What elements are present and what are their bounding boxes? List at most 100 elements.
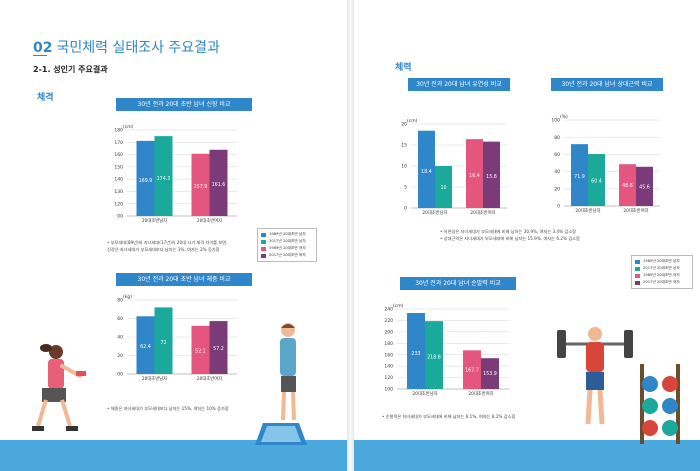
legend-label: 1989년 20대초반 남자 — [643, 259, 680, 263]
chart-relative-strength: (%) 0 20 40 60 80 100 71.9 60.4 20대초반남자 48.6 45.6 20… — [551, 114, 660, 214]
bar-height-1-1 — [209, 149, 228, 216]
y-tick-label: 240 — [384, 307, 393, 313]
legend-swatch — [261, 232, 266, 237]
chart-height: (cm) 00 120 130 140 150 160 170 180 169.9 174.3 20대… — [114, 124, 237, 224]
legend-label: 1989년 20대초반 남자 — [269, 232, 306, 236]
y-tick-label: 120 — [114, 201, 123, 207]
legend-swatch — [635, 259, 640, 264]
bar-value-label: 57.2 — [213, 346, 224, 352]
chart-title-flexibility: 30년 전과 20대 남녀 유연성 비교 — [408, 78, 510, 91]
y-tick-label: 20 — [117, 353, 123, 359]
legend-label: 1989년 20대초반 여자 — [643, 273, 680, 277]
y-tick-label: 80 — [554, 135, 560, 141]
bar-weight-0-0 — [136, 316, 155, 374]
bar-value-label: 169.9 — [139, 178, 153, 184]
section-title-text: 국민체력 실태조사 주요결과 — [56, 40, 220, 56]
note-weight: • 체중은 자녀세대가 부모세대보다 남자는 15%, 여자는 10% 증가함 — [107, 405, 277, 412]
bar-value-label: 45.6 — [639, 184, 650, 190]
y-tick-label: 160 — [114, 152, 123, 158]
x-tick-label: 20대초반남자 — [422, 209, 447, 216]
y-tick-label: 00 — [117, 214, 123, 220]
axis-unit-label: (cm) — [123, 124, 134, 130]
x-tick-label: 20대초반여자 — [197, 217, 222, 224]
floor-band-right — [354, 440, 700, 471]
x-tick-label: 20대초반남자 — [142, 375, 167, 382]
bar-value-label: 157.9 — [194, 184, 208, 190]
legend-swatch — [635, 280, 640, 285]
woman-dumbbell-illustration — [32, 344, 86, 431]
bar-value-label: 62.4 — [140, 344, 151, 350]
note-strength-line: • 상대근력은 자녀세대가 부모세대에 비해 남자는 15.9%, 여자는 6.… — [440, 236, 580, 241]
bar-jump-0-0 — [407, 313, 425, 389]
note-height-line-2: 신장은 자녀세대가 부모세대보다 남자는 3%, 여자는 2% 증가함 — [107, 247, 220, 252]
scale-illustration — [255, 423, 307, 445]
bar-relative_strength-1-0 — [619, 164, 636, 206]
y-tick-label: 100 — [551, 118, 560, 124]
bar-value-label: 167.7 — [465, 368, 479, 374]
note-flexibility-line: • 유연성은 자녀세대가 부모세대에 비해 남자는 30.9%, 여자는 3.4… — [440, 229, 577, 234]
y-tick-label: 180 — [114, 128, 123, 134]
bar-value-label: 218.8 — [427, 354, 441, 360]
axis-unit-label: (kg) — [123, 294, 132, 300]
bar-value-label: 233 — [411, 351, 420, 357]
x-tick-label: 20대초반여자 — [468, 390, 493, 397]
y-tick-label: 130 — [114, 189, 123, 195]
bar-jump-0-1 — [425, 321, 443, 389]
y-tick-label: 220 — [384, 318, 393, 324]
note-jump: • 순발력은 자녀세대가 부모세대에 비해 남자는 6.1%, 여자는 8.2%… — [382, 413, 582, 420]
bar-jump-1-0 — [463, 350, 481, 389]
axis-unit-label: (cm) — [407, 118, 418, 124]
bar-value-label: 71.9 — [574, 174, 585, 180]
y-tick-label: 150 — [114, 164, 123, 170]
x-tick-label: 20대초반여자 — [197, 375, 222, 382]
legend-item: 2017년 20대초반 남자 — [261, 238, 313, 245]
woman-standing-illustration — [280, 323, 296, 421]
legend-label: 1989년 20대초반 여자 — [269, 246, 306, 250]
note-height: • 부모세대(89년)와 자녀세대(17년)의 20대 시기 체격 차이를 보면… — [107, 239, 257, 253]
x-tick-label: 20대초반여자 — [623, 207, 648, 214]
legend-label: 2017년 20대초반 남자 — [269, 239, 306, 243]
legend-item: 1989년 20대초반 여자 — [261, 245, 313, 252]
chart-title-jump: 30년 전과 20대 남녀 순발력 비교 — [400, 277, 516, 290]
x-tick-label: 20대초반남자 — [142, 217, 167, 224]
bar-height-1-0 — [191, 153, 210, 216]
bar-weight-1-0 — [191, 325, 210, 374]
y-tick-label: 40 — [554, 169, 560, 175]
chart-flexibility: (cm) 0 5 10 15 20 18.4 10 20대초반남자 16.4 15.8 20대초반여자 — [401, 118, 507, 216]
legend-item: 1989년 20대초반 남자 — [635, 258, 689, 265]
bar-flexibility-0-0 — [418, 130, 435, 208]
y-tick-label: 160 — [384, 352, 393, 358]
y-tick-label: 10 — [401, 164, 407, 170]
section-number: 02 — [33, 40, 53, 56]
legend-swatch — [261, 239, 266, 244]
bar-value-label: 16.4 — [469, 173, 480, 179]
bar-value-label: 10 — [440, 185, 446, 191]
y-tick-label: 20 — [401, 122, 407, 128]
note-jump-line: • 순발력은 자녀세대가 부모세대에 비해 남자는 6.1%, 여자는 8.2%… — [382, 414, 516, 419]
note-weight-line-1: • 체중은 자녀세대가 부모세대보다 남자는 15%, 여자는 10% 증가함 — [107, 406, 229, 411]
legend-item: 1989년 20대초반 여자 — [635, 272, 689, 279]
bar-height-0-0 — [136, 140, 155, 216]
chart-title-relative-strength: 30년 전과 20대 남녀 상대근력 비교 — [551, 78, 663, 91]
legend-swatch — [635, 273, 640, 278]
bar-value-label: 52.1 — [195, 348, 206, 354]
legend-item: 2017년 20대초반 남자 — [635, 265, 689, 272]
bar-relative_strength-1-1 — [636, 166, 653, 206]
legend-label: 2017년 20대초반 여자 — [269, 253, 306, 257]
y-tick-label: 180 — [384, 341, 393, 347]
category-title-fitness: 체력 — [395, 63, 412, 73]
y-tick-label: 0 — [557, 204, 560, 210]
y-tick-label: 60 — [554, 152, 560, 158]
bar-weight-0-1 — [154, 307, 173, 374]
bar-value-label: 72 — [160, 340, 166, 346]
legend-item: 2017년 20대초반 여자 — [635, 279, 689, 286]
legend-swatch — [261, 246, 266, 251]
bar-relative_strength-0-0 — [571, 144, 588, 206]
section-title-rule — [33, 55, 47, 56]
x-tick-label: 20대초반여자 — [470, 209, 495, 216]
y-tick-label: 80 — [117, 298, 123, 304]
legend-left: 1989년 20대초반 남자 2017년 20대초반 남자 1989년 20대초반 … — [257, 228, 317, 262]
chart-title-weight: 30년 전과 20대 초반 남녀 체중 비교 — [116, 273, 252, 286]
y-tick-label: 140 — [384, 364, 393, 370]
chart-title-height: 30년 전과 20대 초반 남녀 신장 비교 — [116, 98, 252, 111]
